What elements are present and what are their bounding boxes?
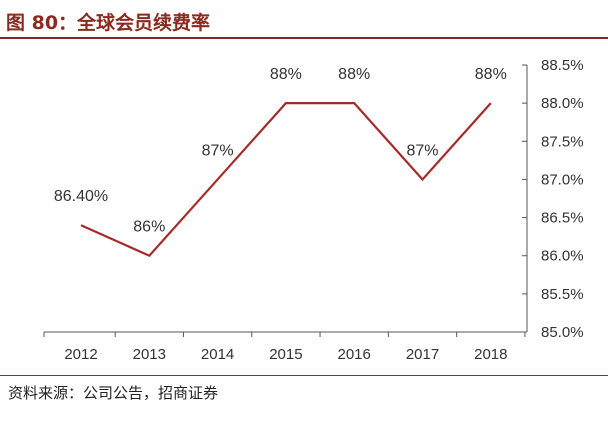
y-tick-label: 86.5%	[541, 210, 584, 227]
source-note: 资料来源：公司公告，招商证券	[8, 384, 219, 402]
figure-header: 图 80：全球会员续费率	[0, 0, 608, 40]
header-divider	[0, 37, 608, 39]
y-tick-label: 87.5%	[541, 133, 584, 150]
x-tick-label: 2015	[269, 346, 302, 363]
y-tick-label: 85.5%	[541, 286, 584, 303]
y-tick-label: 88.5%	[541, 57, 584, 74]
x-tick-label: 2018	[474, 346, 507, 363]
footer-divider	[0, 375, 608, 376]
x-tick-label: 2012	[64, 346, 97, 363]
x-tick-label: 2013	[133, 346, 166, 363]
x-tick-label: 2014	[201, 346, 234, 363]
y-tick-label: 87.0%	[541, 171, 584, 188]
renewal-rate-line-chart: 85.0% 85.5% 86.0% 86.5% 87.0% 87.5% 88.0% 88.5%…	[43, 57, 584, 363]
figure-title: 图 80：全球会员续费率	[6, 12, 211, 34]
data-label: 88%	[475, 66, 507, 83]
y-tick-label: 88.0%	[541, 95, 584, 112]
data-label: 88%	[338, 66, 370, 83]
x-tick-label: 2016	[338, 346, 371, 363]
data-label: 87%	[406, 142, 438, 159]
data-label: 86%	[133, 219, 165, 236]
y-tick-label: 85.0%	[541, 324, 584, 341]
data-label: 87%	[202, 142, 234, 159]
x-tick-label: 2017	[406, 346, 439, 363]
data-label: 88%	[270, 66, 302, 83]
data-label: 86.40%	[54, 188, 108, 205]
y-tick-label: 86.0%	[541, 248, 584, 265]
